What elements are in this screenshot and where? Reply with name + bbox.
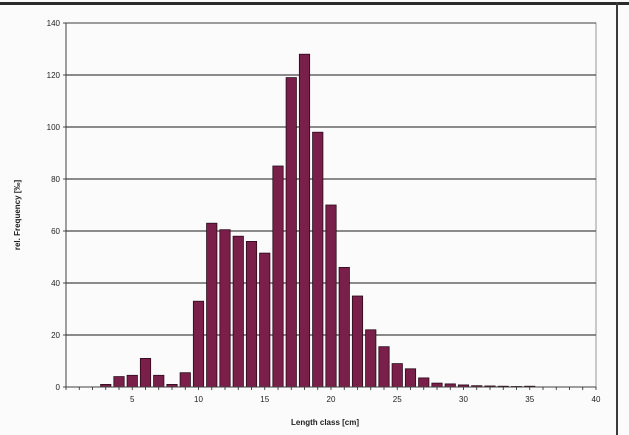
bar [179, 372, 191, 388]
bar [298, 53, 311, 388]
bar [219, 229, 231, 388]
bar [391, 363, 403, 388]
bar [312, 131, 324, 388]
x-tick-label: 10 [194, 395, 203, 404]
y-tick-label: 40 [51, 279, 60, 288]
bar [153, 374, 165, 388]
y-tick-label: 60 [51, 227, 60, 236]
y-tick-label: 0 [56, 383, 61, 392]
x-tick-label: 30 [459, 395, 468, 404]
x-tick-label: 5 [130, 395, 135, 404]
top-border [0, 2, 629, 5]
x-tick-label: 25 [393, 395, 402, 404]
bar [338, 266, 350, 388]
bar [245, 240, 258, 388]
bar [365, 329, 377, 388]
x-tick-label: 35 [525, 395, 534, 404]
x-axis-title: Length class [cm] [290, 418, 359, 427]
bar [404, 368, 417, 388]
y-tick-label: 80 [51, 175, 60, 184]
right-border [616, 2, 618, 435]
x-tick-labels: 5 10 15 20 25 30 35 40 [130, 395, 601, 404]
bars-group [100, 53, 536, 388]
x-tick-label: 40 [592, 395, 601, 404]
y-tick-label: 100 [47, 123, 61, 132]
axes [63, 22, 597, 390]
y-tick-label: 140 [47, 19, 61, 28]
bar [378, 346, 390, 388]
x-tick-label: 20 [327, 395, 336, 404]
y-axis-title-wrap: rel. Frequency [‰] [13, 180, 22, 251]
bar [351, 295, 364, 388]
bar [325, 204, 337, 388]
bar [192, 300, 205, 388]
bar [418, 377, 430, 388]
x-tick-label: 15 [260, 395, 269, 404]
bar [232, 235, 244, 388]
bar [431, 382, 443, 388]
bar [139, 357, 152, 388]
y-axis-title: rel. Frequency [‰] [13, 180, 22, 251]
y-tick-label: 120 [47, 71, 61, 80]
y-tick-label: 20 [51, 331, 60, 340]
bar [285, 77, 297, 388]
bar [259, 252, 271, 388]
bar [126, 374, 138, 388]
bar [272, 165, 284, 388]
bar [206, 222, 218, 388]
y-tick-labels: 0 20 40 60 80 100 120 140 [47, 19, 61, 392]
bar [113, 376, 125, 388]
